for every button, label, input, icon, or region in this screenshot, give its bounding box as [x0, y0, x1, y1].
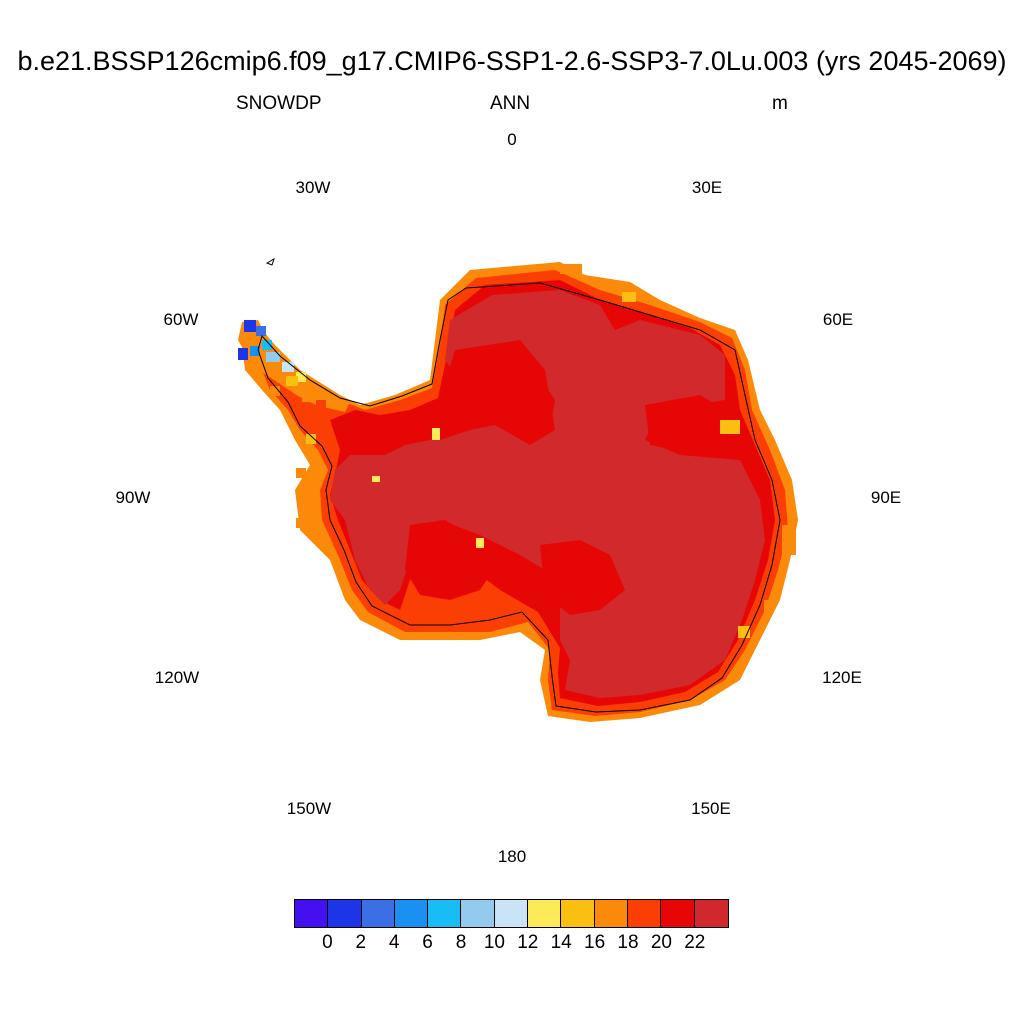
map-cell-16	[560, 264, 582, 274]
map-cell-1	[256, 326, 266, 336]
map-cell-4	[262, 340, 272, 350]
peninsula-patches	[238, 264, 796, 638]
colorbar-label-10: 20	[650, 932, 672, 953]
colorbar-label-8: 16	[584, 932, 606, 953]
map-cell-17	[296, 518, 304, 528]
map-cell-19	[782, 525, 796, 555]
map-cell-18	[720, 420, 740, 434]
colorbar-label-1: 2	[355, 932, 367, 953]
lon-label-30w: 30W	[295, 178, 331, 197]
colorbar-swatch-5	[461, 900, 495, 927]
plot-title: b.e21.BSSP126cmip6.f09_g17.CMIP6-SSP1-2.…	[17, 46, 1007, 76]
map-cell-10	[316, 400, 326, 410]
lon-label-30e: 30E	[691, 178, 723, 197]
colorbar-swatch-12	[694, 900, 728, 927]
colorbar-label-6: 12	[517, 932, 539, 953]
map-cell-15	[622, 292, 636, 302]
colorbar-swatch-10	[627, 900, 662, 927]
map-cell-5	[266, 352, 280, 362]
map-cell-20	[296, 468, 306, 478]
island-outline	[265, 257, 275, 266]
map-cell-23	[764, 600, 774, 612]
colorbar-swatch-0	[295, 900, 329, 927]
map-cell-14	[476, 538, 484, 548]
colorbar-label-7: 14	[550, 932, 572, 953]
lon-label-90e: 90E	[870, 488, 902, 507]
lon-label-150e: 150E	[691, 799, 731, 818]
map-cell-12	[432, 428, 440, 440]
colorbar	[294, 899, 729, 928]
colorbar-swatch-8	[561, 900, 595, 927]
colorbar-swatch-6	[494, 900, 529, 927]
colorbar-swatch-4	[428, 900, 462, 927]
lon-label-120e: 120E	[822, 668, 862, 687]
map-cell-11	[270, 386, 280, 396]
lon-label-90w: 90W	[115, 488, 151, 507]
lon-label-60w: 60W	[163, 310, 199, 329]
antarctica-snow-depth-field	[238, 262, 798, 722]
colorbar-swatch-2	[361, 900, 395, 927]
lon-label-120w: 120W	[154, 668, 200, 687]
map-cell-3	[250, 346, 260, 356]
lon-label-60e: 60E	[822, 310, 854, 329]
map-cell-13	[372, 476, 380, 482]
lon-label-180: 180	[497, 847, 527, 866]
map-cell-21	[306, 434, 316, 444]
colorbar-label-4: 8	[455, 932, 467, 953]
coastline	[257, 282, 781, 713]
lon-label-150w: 150W	[286, 799, 332, 818]
season-label: ANN	[490, 93, 531, 114]
map-cell-7	[296, 372, 306, 382]
map-cell-8	[286, 376, 298, 386]
colorbar-swatch-7	[528, 900, 562, 927]
colorbar-swatch-3	[394, 900, 429, 927]
lon-label-0: 0	[507, 130, 517, 149]
colorbar-swatch-1	[328, 900, 362, 927]
map-cell-0	[244, 320, 256, 332]
units-label: m	[772, 93, 788, 114]
map-cell-9	[302, 392, 312, 402]
colorbar-swatch-11	[661, 900, 695, 927]
variable-label: SNOWDP	[236, 93, 322, 114]
map-cell-2	[238, 348, 248, 360]
colorbar-label-3: 6	[422, 932, 433, 953]
map-cell-6	[282, 362, 294, 372]
colorbar-label-0: 0	[322, 932, 333, 953]
colorbar-swatch-9	[594, 900, 628, 927]
ring-blocks	[405, 340, 740, 615]
colorbar-label-9: 18	[617, 932, 639, 953]
colorbar-label-2: 4	[388, 932, 400, 953]
interior-layer	[330, 290, 765, 698]
colorbar-label-11: 22	[684, 932, 706, 953]
colorbar-label-5: 10	[483, 932, 505, 953]
